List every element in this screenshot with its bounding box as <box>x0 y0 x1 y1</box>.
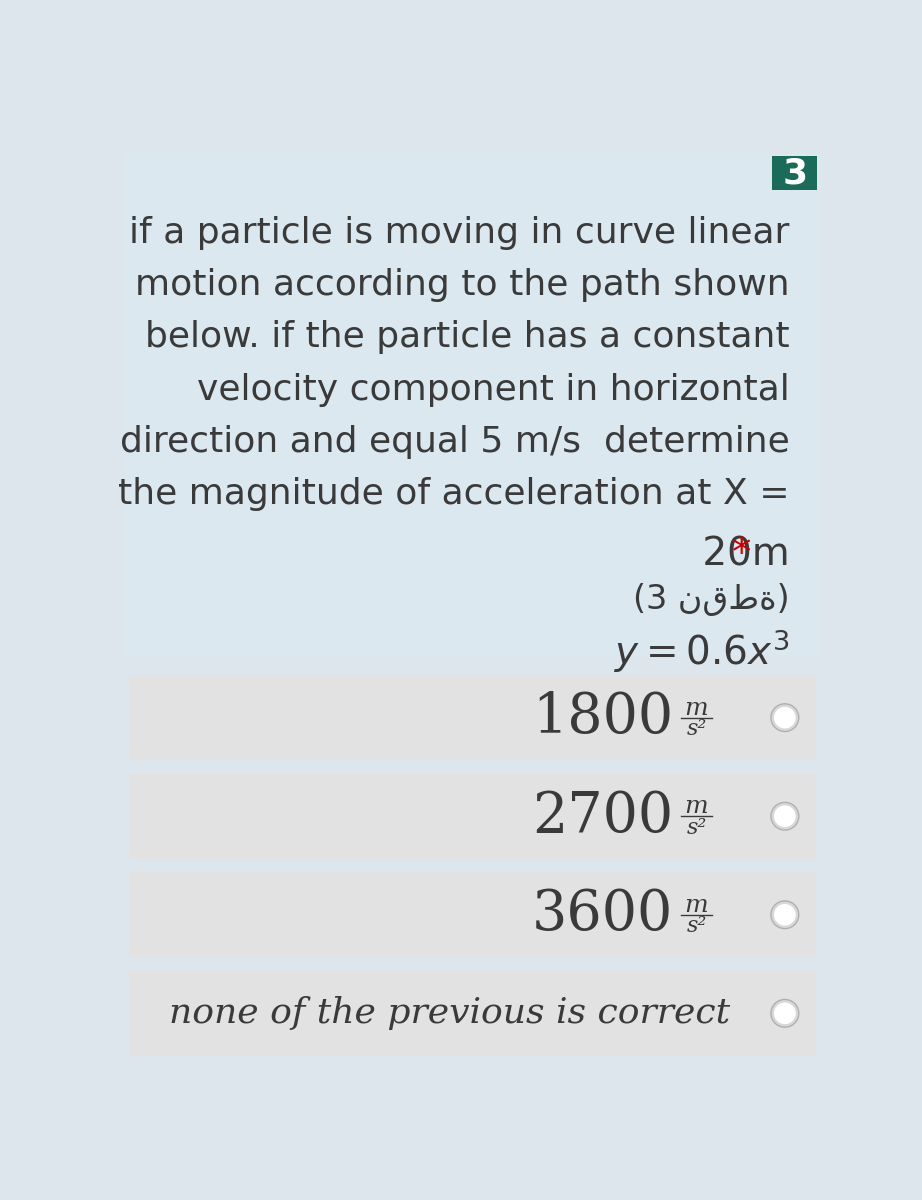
Text: s²: s² <box>686 718 706 740</box>
Text: 3600: 3600 <box>532 888 673 942</box>
Text: 20m: 20m <box>690 535 789 574</box>
Text: motion according to the path shown: motion according to the path shown <box>135 268 789 302</box>
Text: m: m <box>685 697 708 720</box>
Circle shape <box>771 703 798 732</box>
Text: below. if the particle has a constant: below. if the particle has a constant <box>145 320 789 354</box>
Circle shape <box>774 904 796 925</box>
Text: s²: s² <box>686 817 706 839</box>
Text: velocity component in horizontal: velocity component in horizontal <box>196 373 789 407</box>
Circle shape <box>771 1000 798 1027</box>
FancyBboxPatch shape <box>124 154 821 655</box>
Circle shape <box>774 1002 796 1024</box>
Text: 3: 3 <box>783 156 808 191</box>
Circle shape <box>774 805 796 827</box>
Text: direction and equal 5 m/s  determine: direction and equal 5 m/s determine <box>120 425 789 458</box>
Text: 2700: 2700 <box>532 788 673 844</box>
Circle shape <box>771 803 798 830</box>
Text: m: m <box>685 796 708 818</box>
Circle shape <box>771 901 798 929</box>
Text: the magnitude of acceleration at X =: the magnitude of acceleration at X = <box>118 478 789 511</box>
Text: m: m <box>685 894 708 917</box>
Text: *: * <box>731 535 751 574</box>
FancyBboxPatch shape <box>129 872 816 958</box>
Circle shape <box>774 707 796 728</box>
FancyBboxPatch shape <box>129 971 816 1056</box>
Text: if a particle is moving in curve linear: if a particle is moving in curve linear <box>129 216 789 250</box>
Text: none of the previous is correct: none of the previous is correct <box>169 996 730 1031</box>
Text: $y = 0.6x^3$: $y = 0.6x^3$ <box>614 628 789 676</box>
Text: s²: s² <box>686 916 706 937</box>
Text: 1800: 1800 <box>532 690 673 745</box>
FancyBboxPatch shape <box>129 774 816 858</box>
FancyBboxPatch shape <box>773 156 818 190</box>
Text: (3 نقطة): (3 نقطة) <box>632 582 789 616</box>
FancyBboxPatch shape <box>129 676 816 760</box>
